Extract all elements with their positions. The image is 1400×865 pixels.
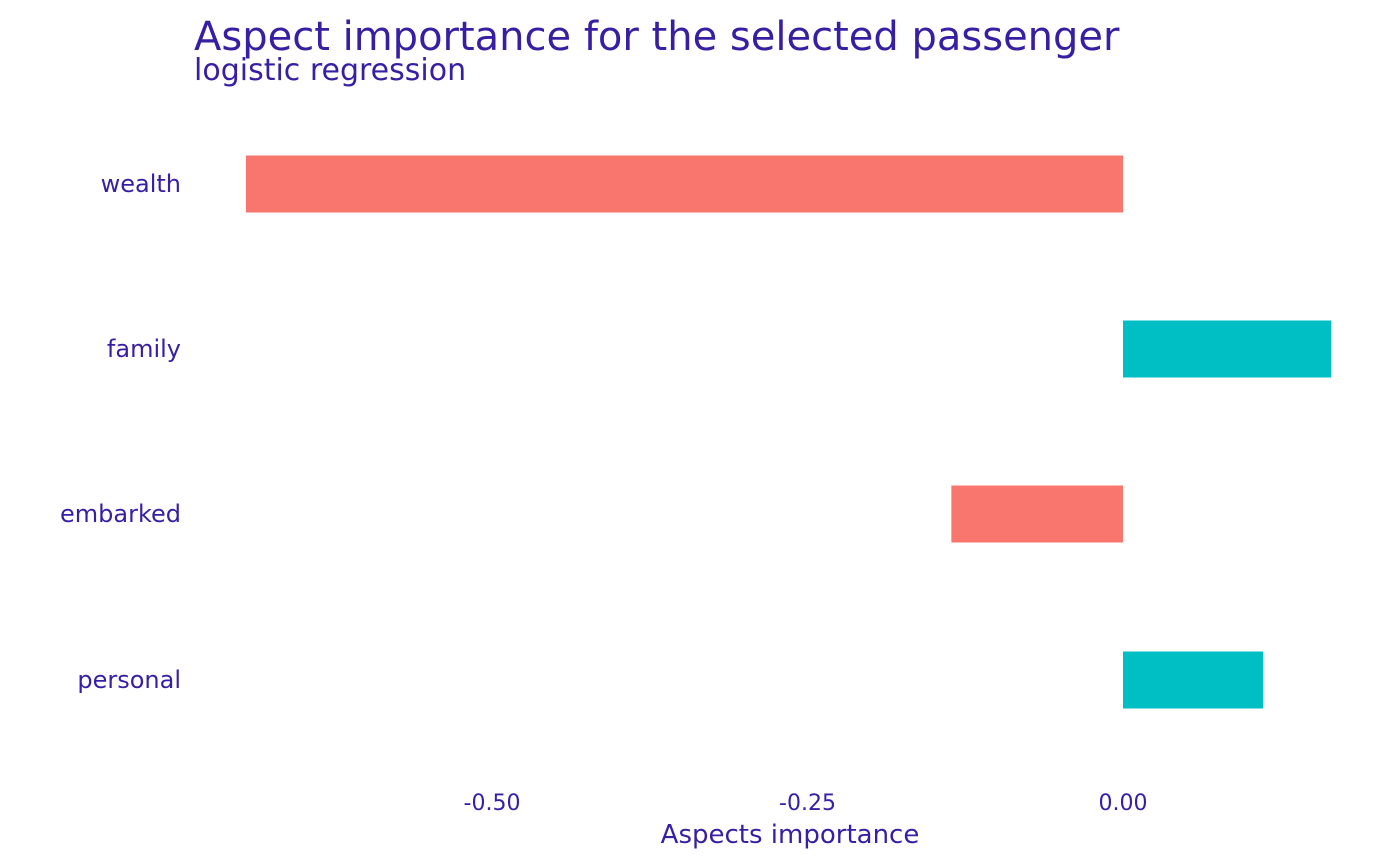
category-label-embarked: embarked (60, 500, 181, 528)
bar-personal (1123, 651, 1264, 709)
x-tick-labels-group: -0.50 -0.25 0.00 (464, 791, 1148, 816)
chart-subtitle: logistic regression (194, 53, 466, 88)
category-label-wealth: wealth (101, 170, 181, 198)
x-tick-label: 0.00 (1099, 791, 1148, 816)
chart-title: Aspect importance for the selected passe… (194, 14, 1120, 60)
bars-group (245, 155, 1332, 709)
category-label-personal: personal (77, 666, 181, 694)
bar-family (1123, 320, 1332, 378)
x-tick-label: -0.50 (464, 791, 521, 816)
x-axis-title: Aspects importance (661, 820, 920, 850)
category-labels-group: wealth family embarked personal (60, 170, 181, 694)
x-tick-label: -0.25 (779, 791, 836, 816)
bar-embarked (951, 485, 1123, 543)
category-label-family: family (107, 335, 181, 363)
bar-wealth (245, 155, 1123, 213)
